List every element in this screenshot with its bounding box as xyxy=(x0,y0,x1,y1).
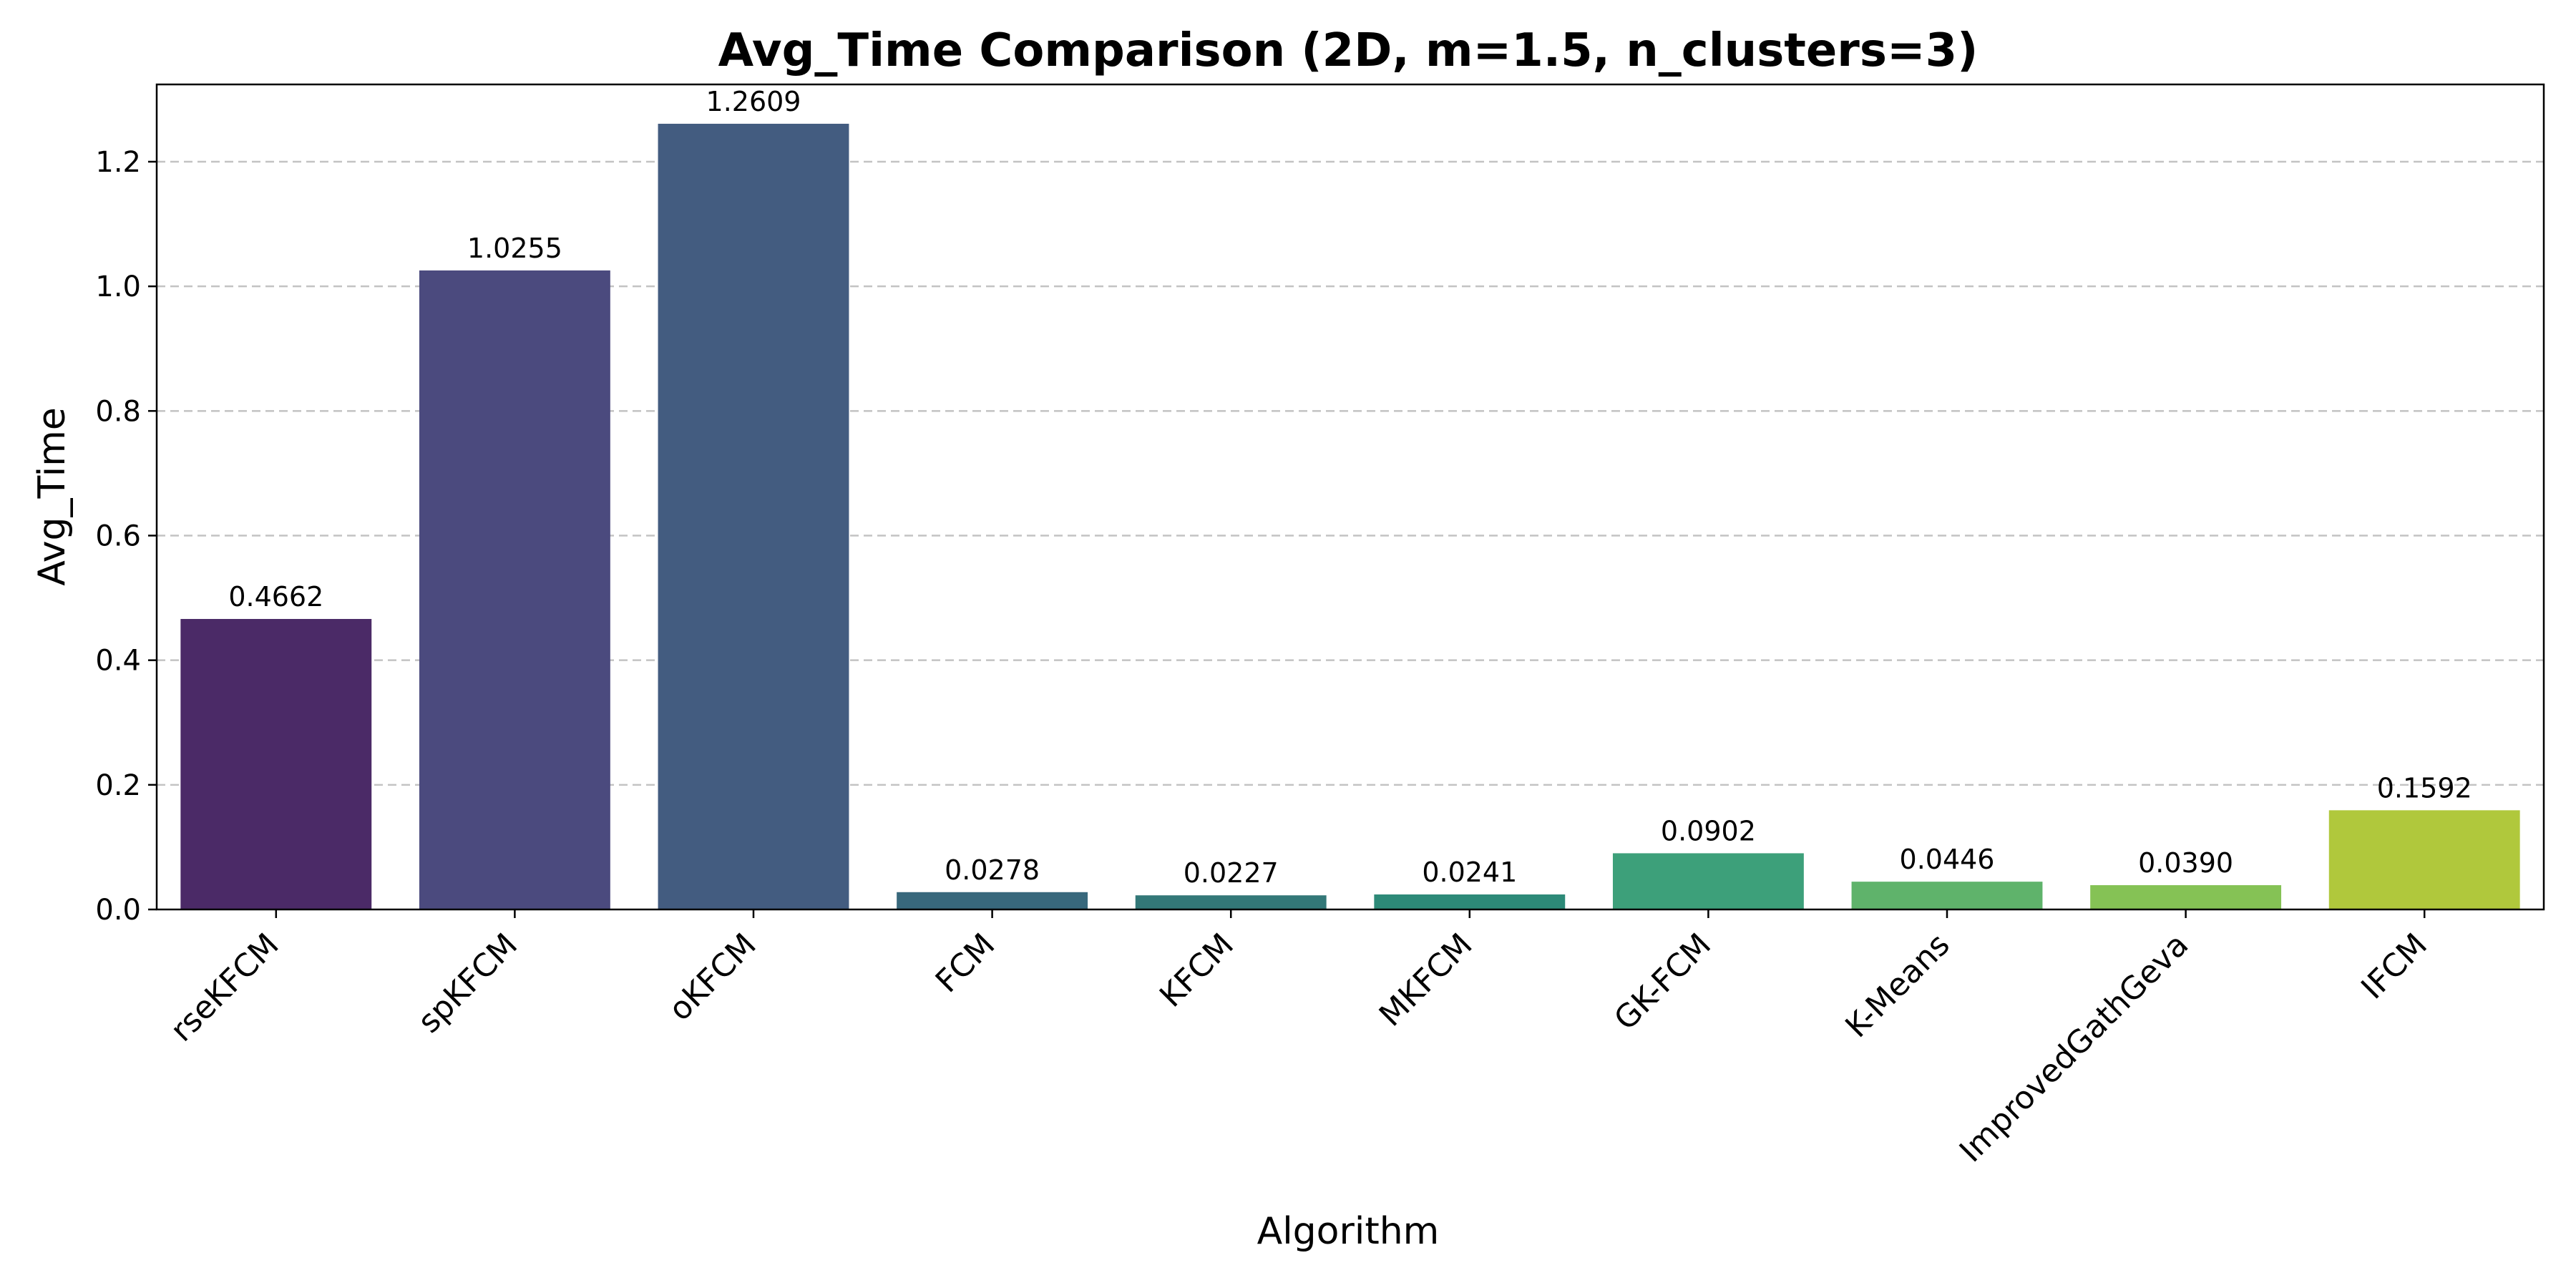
data-label: 0.0227 xyxy=(1184,857,1279,889)
x-tick-label: oKFCM xyxy=(662,927,763,1028)
x-tick-label: rseKFCM xyxy=(164,927,286,1049)
y-tick-label: 0.8 xyxy=(95,395,141,428)
y-tick-label: 1.2 xyxy=(95,146,141,179)
bar xyxy=(1135,895,1327,909)
x-tick-label: spKFCM xyxy=(411,927,525,1040)
chart-title: Avg_Time Comparison (2D, m=1.5, n_cluste… xyxy=(718,24,1979,77)
bar xyxy=(419,270,610,909)
y-tick-label: 0.2 xyxy=(95,769,141,802)
x-tick-label: FCM xyxy=(929,927,1002,1000)
x-axis-label: Algorithm xyxy=(1257,1210,1440,1253)
y-axis-ticks: 0.0 0.2 0.4 0.6 0.8 1.0 1.2 xyxy=(95,146,157,927)
y-tick-label: 1.0 xyxy=(95,270,141,303)
y-axis-label: Avg_Time xyxy=(31,407,74,586)
bar xyxy=(1851,882,2043,909)
data-label: 1.0255 xyxy=(467,233,562,264)
data-label: 1.2609 xyxy=(706,86,801,117)
y-tick-label: 0.4 xyxy=(95,645,141,678)
x-tick-label: IFCM xyxy=(2354,927,2434,1007)
data-label: 0.1592 xyxy=(2377,772,2472,804)
y-tick-label: 0.6 xyxy=(95,519,141,552)
bar xyxy=(180,619,372,909)
x-tick-label: MKFCM xyxy=(1372,927,1480,1034)
data-label: 0.4662 xyxy=(228,581,323,613)
bar xyxy=(1374,894,1566,909)
plot-frame xyxy=(155,83,2545,911)
data-label: 0.0278 xyxy=(945,854,1040,886)
bar xyxy=(658,123,849,909)
x-tick-label: GK-FCM xyxy=(1607,927,1718,1038)
data-label: 0.0902 xyxy=(1661,815,1756,847)
x-tick-label: K-Means xyxy=(1838,927,1956,1045)
x-tick-label: KFCM xyxy=(1153,927,1241,1015)
bar xyxy=(2328,810,2520,909)
x-axis-ticks: rseKFCM spKFCM oKFCM FCM KFCM MKFCM GK-FCM K-Me… xyxy=(164,909,2434,1169)
bar xyxy=(1612,853,1804,909)
data-label: 0.0446 xyxy=(1900,844,1995,875)
bar xyxy=(2090,885,2282,909)
data-label: 0.0241 xyxy=(1422,857,1517,888)
y-tick-label: 0.0 xyxy=(95,894,141,927)
bars xyxy=(180,123,2520,909)
value-labels: 0.4662 1.0255 1.2609 0.0278 0.0227 0.0241 0.09… xyxy=(228,86,2472,889)
x-tick-label: ImprovedGathGeva xyxy=(1953,927,2196,1170)
bar xyxy=(897,892,1088,909)
data-label: 0.0390 xyxy=(2138,847,2233,879)
